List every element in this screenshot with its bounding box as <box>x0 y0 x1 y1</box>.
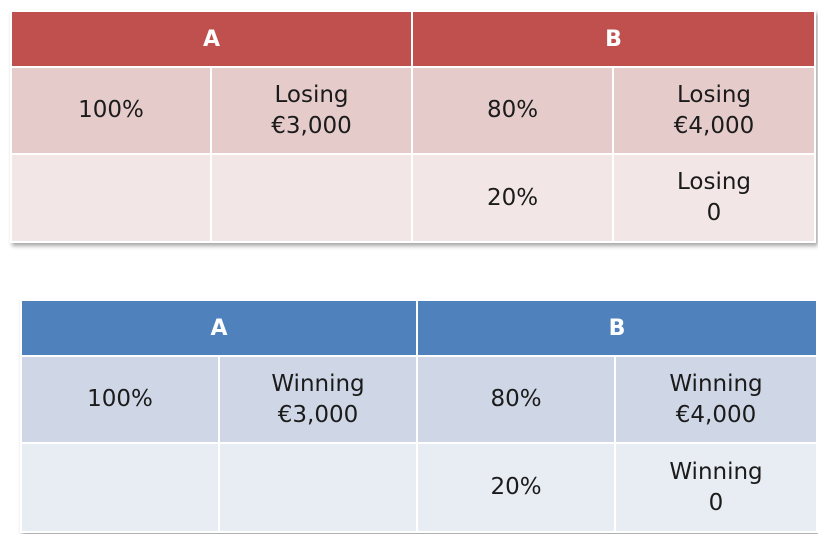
outcome-amount: €3,000 <box>271 112 352 139</box>
option-b-outcome: Losing €4,000 <box>612 66 816 155</box>
outcome-amount: €3,000 <box>277 401 359 428</box>
outcome-label: Winning <box>669 370 763 397</box>
header-option-b: B <box>416 299 818 357</box>
option-a-outcome <box>210 153 413 243</box>
option-a-probability: 100% <box>10 66 212 155</box>
option-b-probability: 80% <box>416 355 616 444</box>
losing-table: A B 100% Losing €3,000 80% Losing €4,000… <box>10 10 816 243</box>
outcome-amount: €4,000 <box>673 112 755 139</box>
option-a-probability: 100% <box>20 355 220 444</box>
option-a-outcome: Losing €3,000 <box>210 66 413 155</box>
table-row: 100% Winning €3,000 80% Winning €4,000 <box>20 355 818 444</box>
table-row: 20% Losing 0 <box>10 153 816 243</box>
outcome-label: Losing <box>676 81 752 108</box>
option-a-outcome <box>218 442 418 533</box>
option-b-outcome: Losing 0 <box>612 153 816 243</box>
header-option-a: A <box>10 10 413 68</box>
option-a-probability <box>10 153 212 243</box>
table-row: 20% Winning 0 <box>20 442 818 533</box>
option-a-probability <box>20 442 220 533</box>
outcome-label: Losing <box>676 169 752 195</box>
option-b-outcome: Winning 0 <box>614 442 818 533</box>
option-b-probability: 80% <box>411 66 614 155</box>
winning-table: A B 100% Winning €3,000 80% Winning €4,0… <box>20 299 818 533</box>
option-b-probability: 20% <box>411 153 614 243</box>
outcome-label: Winning <box>271 370 365 397</box>
outcome-label: Winning <box>669 458 763 485</box>
outcome-amount: 0 <box>708 489 724 516</box>
outcome-label: Losing <box>274 81 349 108</box>
outcome-amount: €4,000 <box>675 401 757 428</box>
option-a-outcome: Winning €3,000 <box>218 355 418 444</box>
table-row: 100% Losing €3,000 80% Losing €4,000 <box>10 66 816 155</box>
header-option-b: B <box>411 10 816 68</box>
option-b-outcome: Winning €4,000 <box>614 355 818 444</box>
outcome-amount: 0 <box>706 200 722 226</box>
option-b-probability: 20% <box>416 442 616 533</box>
header-option-a: A <box>20 299 418 357</box>
